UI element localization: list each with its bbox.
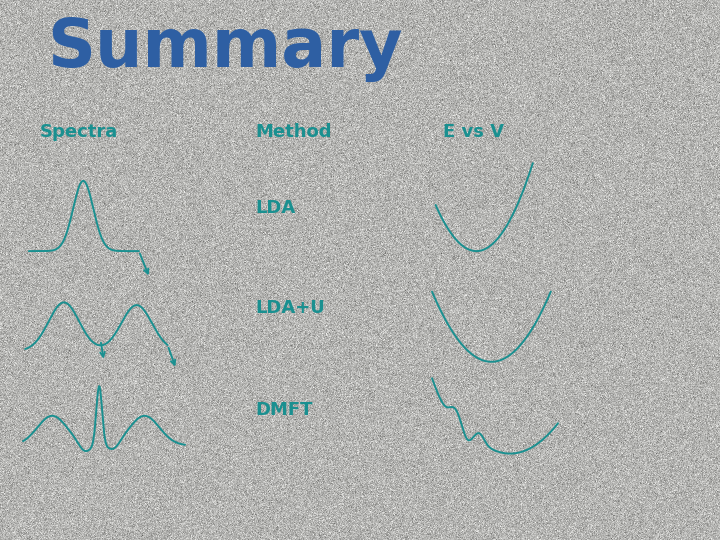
Text: Summary: Summary (47, 16, 402, 82)
Text: Spectra: Spectra (40, 123, 118, 141)
Text: LDA: LDA (256, 199, 296, 217)
Text: LDA+U: LDA+U (256, 299, 325, 317)
Text: E vs V: E vs V (443, 123, 504, 141)
Text: DMFT: DMFT (256, 401, 313, 420)
Text: Method: Method (256, 123, 332, 141)
